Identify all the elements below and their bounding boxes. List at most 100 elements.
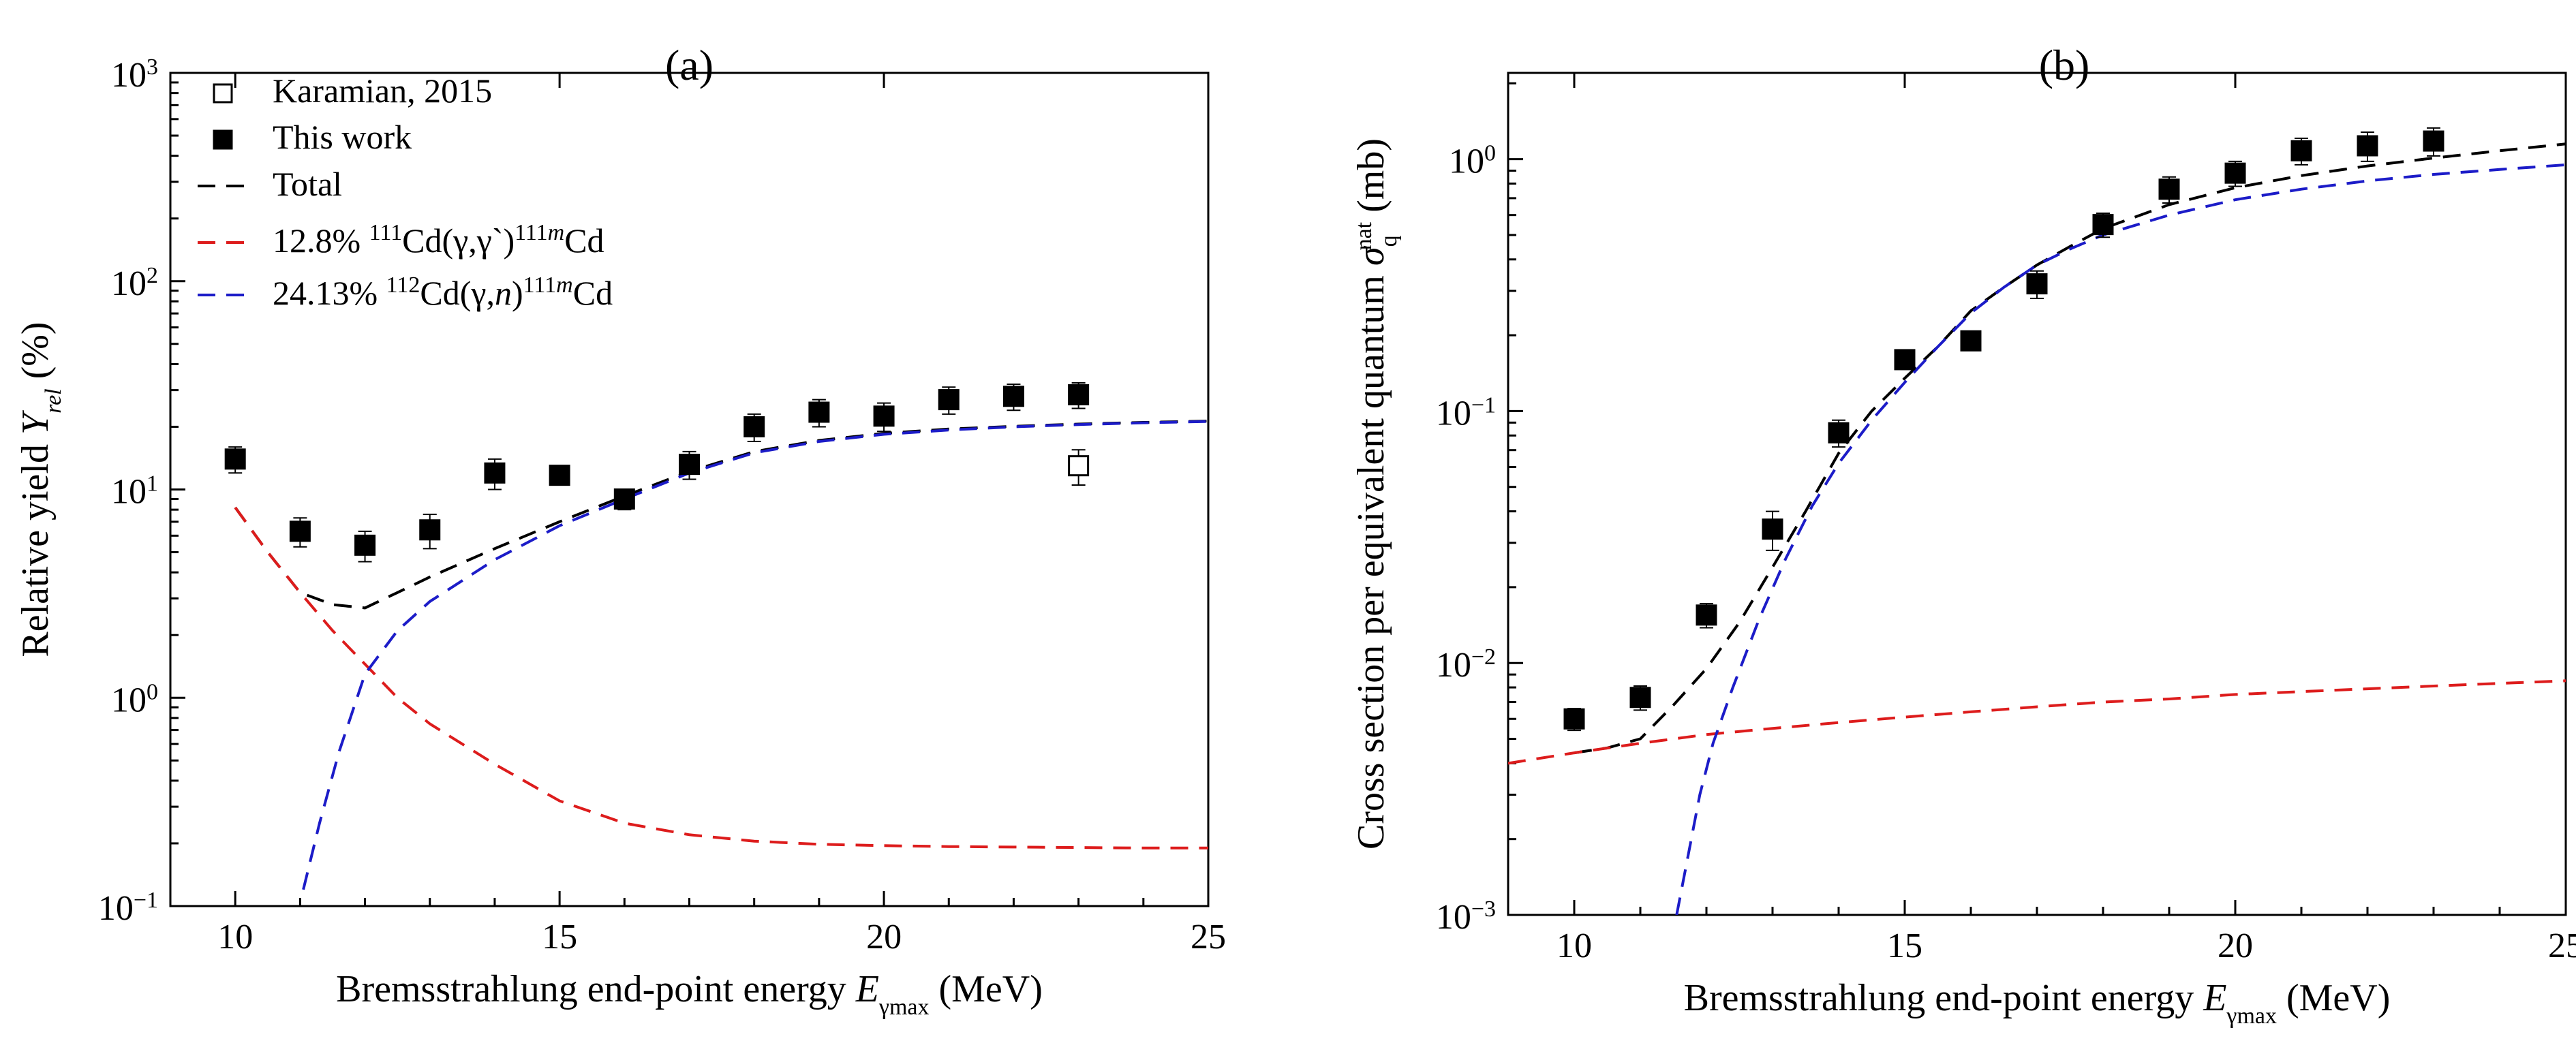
y-tick-exponent: 3	[147, 55, 158, 80]
y-tick-base: 10	[1436, 898, 1471, 937]
y-label-sup: nat	[1351, 221, 1377, 250]
y-tick-base: 10	[1449, 142, 1484, 181]
y-tick-label: 101	[111, 471, 158, 512]
legend-sup: 111m	[523, 273, 573, 298]
y-tick-label: 100	[111, 679, 158, 720]
data-point	[419, 519, 441, 541]
data-point	[613, 488, 635, 510]
y-axis-label: Relative yield Yrel (%)	[14, 322, 66, 657]
x-label-var: E	[2203, 977, 2226, 1019]
data-point	[1696, 604, 1717, 626]
y-tick-label: 10−3	[1436, 897, 1496, 937]
data-point	[1828, 422, 1850, 443]
y-label-text: Relative yield	[14, 435, 57, 657]
legend-sup: 111m	[515, 220, 564, 245]
y-tick-label: 10−1	[98, 888, 158, 929]
y-tick-label: 10−2	[1436, 644, 1496, 685]
data-point	[2092, 214, 2114, 236]
data-point	[549, 465, 570, 486]
data-point	[484, 462, 506, 484]
data-point	[808, 401, 830, 423]
legend-sup-num: 111	[523, 273, 556, 298]
y-tick-exponent: 0	[147, 679, 158, 704]
y-tick-label: 103	[111, 55, 158, 95]
legend-marker	[213, 129, 233, 150]
y-tick-base: 10	[98, 889, 134, 928]
legend-text-part: Cd(γ,γ`)	[402, 221, 515, 260]
data-point	[289, 520, 311, 542]
panel-b: 10 15 20 2510−310−210−1100(b)Bremsstrahlung…	[1350, 41, 2576, 1029]
y-tick-base: 10	[111, 681, 147, 719]
legend-sup-m: m	[556, 273, 573, 298]
legend-text-part: Cd	[564, 221, 604, 260]
data-point	[224, 448, 246, 470]
x-axis-label: Bremsstrahlung end-point energy Eγmax (M…	[336, 968, 1043, 1020]
series-layer	[234, 420, 1208, 890]
y-label-var: Y	[14, 409, 57, 435]
x-tick-label: 25	[1191, 918, 1226, 956]
y-label-sub: rel	[41, 388, 66, 414]
y-tick-exponent: 2	[147, 262, 158, 287]
panel-label: (a)	[665, 41, 714, 89]
data-point	[873, 405, 895, 427]
y-tick-exponent: −3	[1471, 897, 1496, 922]
legend-text-part: Cd	[573, 274, 613, 312]
series-line-blue	[302, 420, 1208, 890]
x-tick-label: 10	[1557, 927, 1592, 965]
y-axis-label: Cross section per equivalent quantum σqn…	[1350, 138, 1402, 850]
y-tick-label: 100	[1449, 140, 1496, 181]
legend-sup-m: m	[548, 220, 565, 245]
y-tick-base: 10	[1436, 646, 1471, 685]
x-label-sub: γmax	[2226, 1003, 2277, 1029]
legend-text-part: Cd(γ,	[420, 274, 495, 312]
x-label-var: E	[855, 968, 879, 1010]
data-point	[1563, 708, 1585, 730]
data-point	[2357, 135, 2378, 157]
series-line-blue	[1675, 163, 2566, 915]
legend-marker	[213, 83, 233, 104]
data-point	[743, 416, 765, 437]
x-label-text: Bremsstrahlung end-point energy	[336, 968, 856, 1010]
data-point	[1960, 330, 1982, 352]
y-label-unit: (%)	[14, 322, 57, 388]
legend-sup: 112	[386, 273, 420, 298]
y-label-var: σ	[1350, 245, 1392, 266]
data-point	[2158, 178, 2180, 200]
x-tick-label: 15	[542, 918, 577, 956]
data-point	[1894, 349, 1916, 371]
series-layer	[1508, 142, 2566, 915]
y-label-text: Cross section per equivalent quantum	[1350, 266, 1392, 850]
legend-label: Karamian, 2015	[273, 72, 492, 110]
x-label-unit: (MeV)	[929, 968, 1042, 1010]
y-tick-label: 10−1	[1436, 392, 1496, 433]
legend-label: This work	[273, 118, 412, 156]
y-tick-exponent: 1	[147, 471, 158, 496]
x-label-unit: (MeV)	[2277, 977, 2390, 1019]
data-point-open	[1068, 455, 1090, 477]
y-tick-exponent: −1	[1471, 392, 1496, 418]
data-point	[2224, 162, 2246, 184]
y-tick-base: 10	[1436, 394, 1471, 433]
data-point	[2026, 273, 2048, 295]
legend-italic-n: n	[495, 274, 512, 312]
x-axis-label: Bremsstrahlung end-point energy Eγmax (M…	[1684, 977, 2391, 1029]
series-line-red	[1508, 679, 2566, 765]
x-tick-label: 15	[1887, 927, 1922, 965]
data-point	[1762, 518, 1783, 540]
series-line-red	[234, 506, 1208, 850]
data-point	[679, 454, 700, 476]
data-point	[354, 534, 376, 556]
data-point	[1068, 384, 1090, 405]
data-point	[1629, 687, 1651, 709]
legend-label: 12.8% 111Cd(γ,γ`)111mCd	[273, 220, 604, 260]
y-tick-base: 10	[111, 473, 147, 512]
legend-text-part: 24.13%	[273, 274, 386, 312]
data-point	[938, 389, 960, 411]
x-label-sub: γmax	[878, 995, 930, 1020]
x-tick-label: 20	[2218, 927, 2253, 965]
x-label-text: Bremsstrahlung end-point energy	[1684, 977, 2204, 1019]
y-tick-base: 10	[111, 264, 147, 303]
y-label-unit: (mb)	[1350, 138, 1392, 222]
